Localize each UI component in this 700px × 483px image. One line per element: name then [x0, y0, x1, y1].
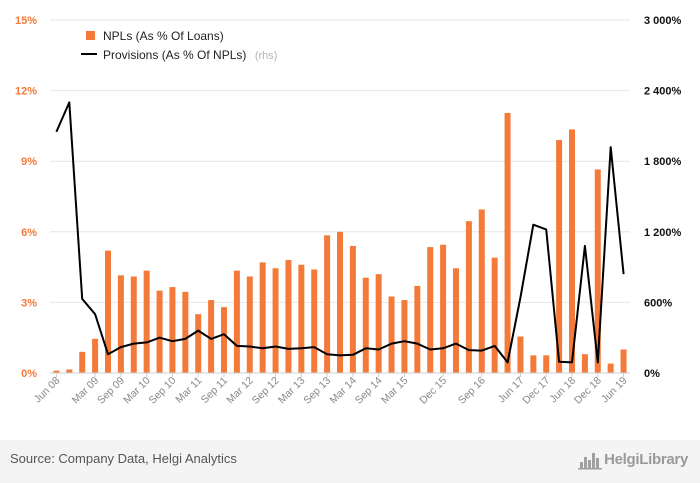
npl-bar	[79, 351, 86, 373]
y-right-tick-label: 1 200%	[644, 227, 682, 239]
y-left-tick-label: 9%	[21, 156, 37, 168]
provisions-line	[55, 101, 625, 364]
right-axis: 0% 600% 1 200% 1 800% 2 400% 3 000%	[644, 15, 682, 380]
npl-bar	[92, 338, 99, 373]
npl-bar	[453, 268, 459, 373]
npl-bar	[105, 250, 111, 373]
npl-bar	[401, 300, 408, 373]
npl-bar	[298, 264, 305, 373]
npl-bar	[543, 355, 550, 373]
npl-bar	[491, 257, 498, 373]
npl-bar	[478, 209, 485, 373]
x-tick-label: Mar 13	[276, 375, 308, 407]
npl-bar	[594, 169, 601, 373]
npl-bar	[427, 247, 434, 373]
source-note: Source: Company Data, Helgi Analytics	[10, 451, 237, 466]
npl-bar	[465, 221, 472, 373]
npl-bar	[143, 270, 150, 373]
y-left-tick-label: 6%	[21, 227, 37, 239]
npl-bar	[556, 140, 563, 373]
legend-provisions-label: Provisions (As % Of NPLs) (rhs)	[103, 46, 277, 63]
x-tick-label: Mar 15	[379, 375, 411, 407]
npl-bar	[117, 275, 124, 373]
gridlines	[50, 19, 630, 303]
npl-bar	[349, 245, 356, 373]
y-left-tick-label: 15%	[15, 15, 37, 27]
npl-bar	[375, 274, 382, 373]
npl-bar	[246, 276, 253, 373]
x-tick-label: Sep 13	[301, 375, 333, 407]
y-right-tick-label: 0%	[644, 368, 660, 380]
npl-bar	[130, 276, 137, 373]
npl-bar	[66, 369, 73, 373]
x-tick-label: Mar 12	[224, 375, 256, 407]
npl-bar	[285, 260, 292, 373]
npl-bar	[337, 231, 343, 373]
y-right-tick-label: 1 800%	[644, 156, 682, 168]
x-tick-label: Mar 11	[173, 375, 204, 406]
helgi-library-logo[interactable]: HelgiLibrary	[578, 448, 688, 470]
npl-bar	[620, 349, 627, 373]
npl-bar	[569, 129, 575, 373]
npl-bar	[169, 287, 176, 373]
legend-provisions-suffix: (rhs)	[255, 50, 278, 62]
x-tick-label: Dec 15	[417, 375, 449, 407]
y-right-tick-label: 2 400%	[644, 86, 682, 98]
left-axis: 0% 3% 6% 9% 12% 15%	[15, 15, 37, 380]
x-tick-label: Sep 10	[147, 375, 179, 407]
y-left-tick-label: 12%	[15, 86, 37, 98]
x-tick-label: Sep 09	[95, 375, 127, 407]
npl-bar	[233, 270, 240, 373]
legend-npl-swatch	[86, 31, 95, 40]
npl-bar	[182, 291, 189, 373]
y-right-tick-label: 600%	[644, 297, 672, 309]
provisions-line-group	[55, 101, 625, 364]
x-tick-label: Mar 09	[70, 375, 102, 407]
y-right-tick-label: 3 000%	[644, 15, 682, 27]
x-tick-label: Mar 10	[121, 375, 153, 407]
logo-text: HelgiLibrary	[604, 450, 688, 468]
npl-bar	[530, 355, 537, 373]
npl-bar	[272, 268, 279, 373]
x-tick-label: Sep 14	[353, 375, 385, 407]
y-left-tick-label: 0%	[21, 368, 37, 380]
npl-bar	[259, 262, 266, 373]
npl-bar	[517, 336, 524, 373]
npl-bar	[208, 300, 215, 373]
bookshelf-icon	[578, 453, 603, 470]
x-tick-label: Sep 11	[199, 375, 231, 407]
npl-bar	[53, 370, 60, 373]
npl-bar	[362, 277, 369, 373]
npl-bar	[388, 296, 395, 373]
legend: NPLs (As % Of Loans) Provisions (As % Of…	[81, 29, 277, 63]
npl-bar	[607, 363, 614, 373]
x-tick-label: Dec 18	[572, 375, 604, 407]
npl-bar	[504, 112, 511, 373]
y-left-tick-label: 3%	[21, 297, 37, 309]
x-tick-label: Sep 16	[456, 375, 488, 407]
footer: Source: Company Data, Helgi Analytics He…	[0, 440, 700, 483]
npl-bar	[440, 244, 447, 373]
npl-bar	[581, 354, 588, 373]
npl-bars	[53, 112, 627, 373]
npl-bar	[311, 269, 318, 373]
npl-bar	[156, 290, 163, 373]
legend-provisions-name: Provisions (As % Of NPLs)	[103, 48, 246, 62]
npl-bar	[414, 285, 421, 373]
x-tick-label: Jun 19	[599, 375, 630, 406]
x-tick-label: Mar 14	[327, 375, 359, 407]
chart: 0% 3% 6% 9% 12% 15% 0% 600% 1 200% 1 800% 2 400% 3…	[15, 15, 682, 407]
npl-bar	[221, 307, 227, 373]
x-tick-label: Dec 17	[520, 375, 552, 407]
npl-bar	[195, 314, 202, 373]
npl-bar	[324, 235, 331, 373]
x-tick-label: Sep 12	[250, 375, 282, 407]
legend-npl-label: NPLs (As % Of Loans)	[103, 29, 224, 43]
